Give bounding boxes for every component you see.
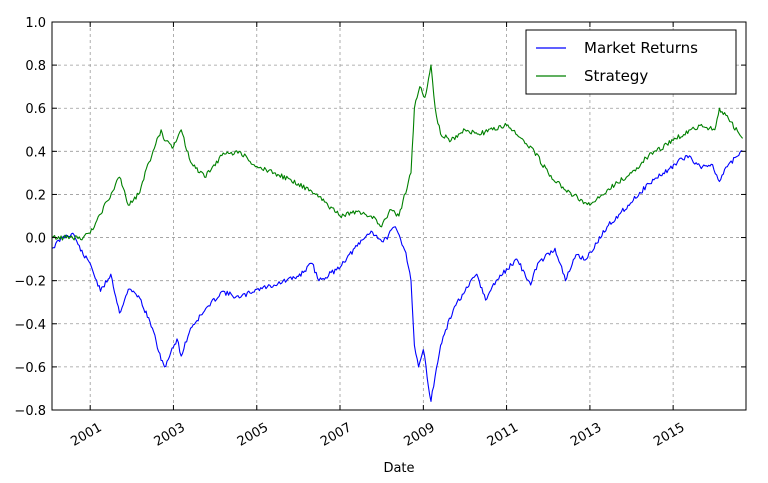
y-tick-label: 0.8	[25, 59, 46, 74]
y-tick-label: 1.0	[25, 16, 46, 31]
x-tick-label: 2013	[568, 420, 604, 450]
x-tick-label: 2011	[485, 420, 521, 450]
legend-box	[525, 29, 737, 95]
legend-label-market-returns: Market Returns	[584, 39, 698, 57]
x-tick-label: 2015	[651, 420, 687, 450]
legend: Market Returns Strategy	[525, 29, 737, 95]
y-tick-label: 0.0	[25, 232, 46, 247]
y-tick-label: −0.4	[14, 318, 46, 333]
y-tick-label: 0.4	[25, 145, 46, 160]
y-tick-label: −0.2	[14, 275, 46, 290]
series-line-strategy	[51, 64, 744, 241]
y-tick-label: −0.6	[14, 361, 46, 376]
series-layer	[51, 64, 744, 402]
x-tick-label: 2003	[152, 420, 188, 450]
y-tick-label: 0.6	[25, 102, 46, 117]
x-tick-label: 2005	[235, 420, 271, 450]
x-tick-label: 2007	[318, 420, 354, 450]
x-axis-title: Date	[383, 461, 414, 476]
legend-label-strategy: Strategy	[584, 67, 648, 85]
series-line-market-returns	[51, 150, 743, 402]
x-tick-label: 2001	[68, 420, 104, 450]
x-tick-label: 2009	[402, 420, 438, 450]
plot-frame	[51, 21, 747, 411]
y-tick-label: −0.8	[14, 404, 46, 419]
y-tick-label: 0.2	[25, 188, 46, 203]
